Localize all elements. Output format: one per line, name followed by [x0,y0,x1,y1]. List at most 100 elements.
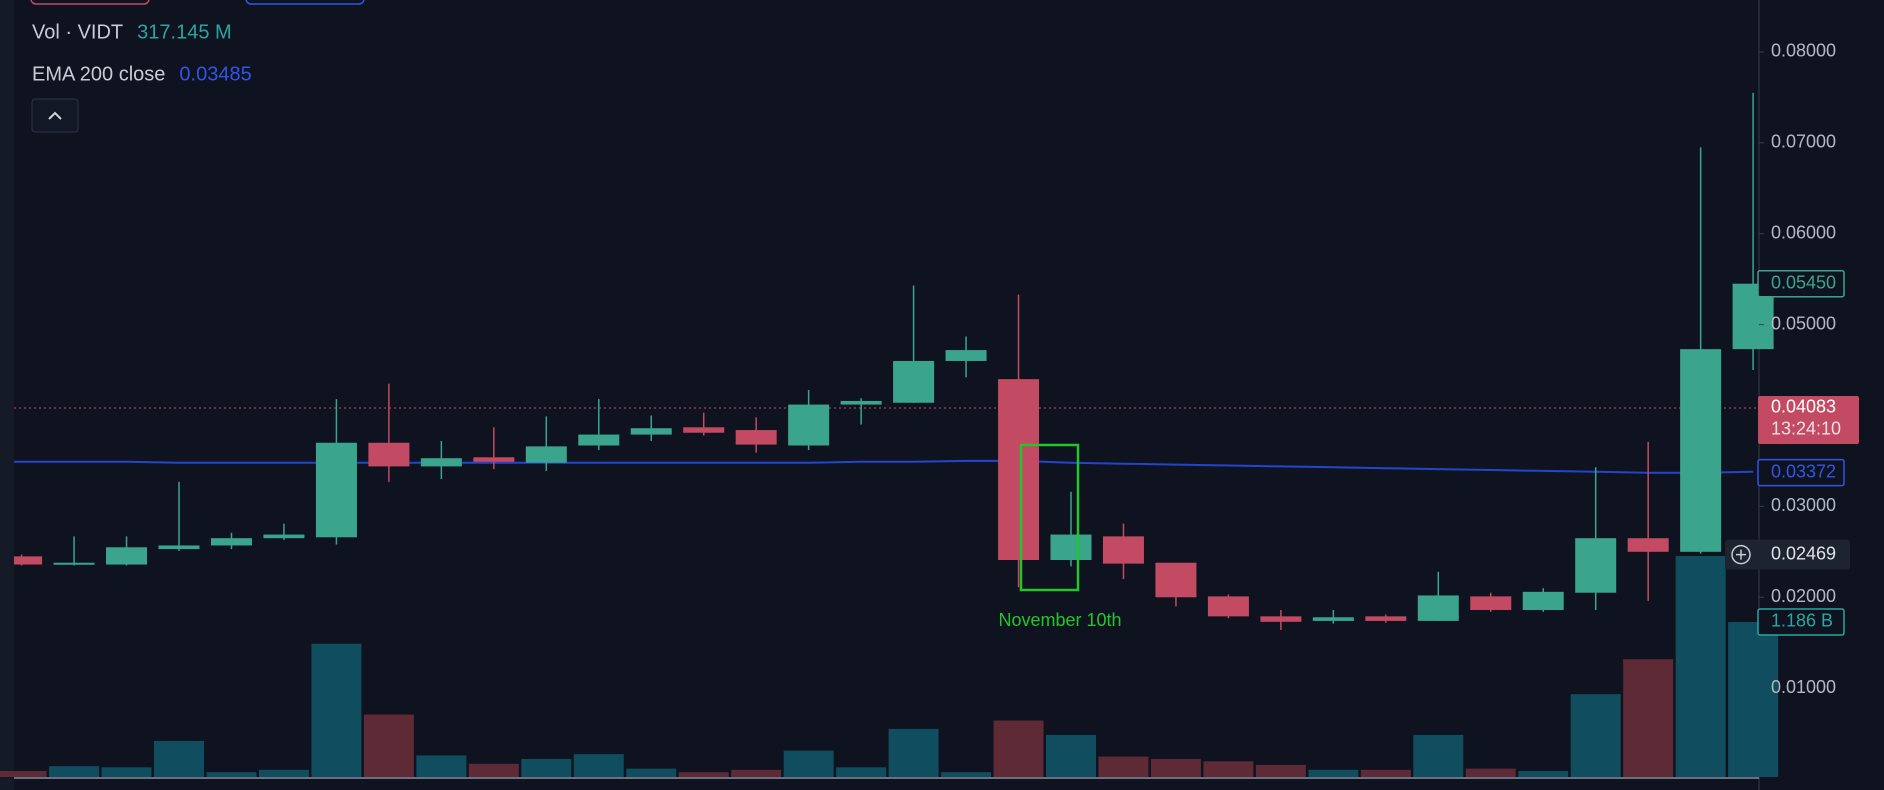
candle-body [210,538,252,546]
volume-bar [573,754,624,777]
price-tag [1757,458,1845,487]
volume-bar [468,763,519,777]
volume-bar [783,750,834,777]
y-tick-label: 0.06000 [1771,222,1836,242]
candle-body [1417,595,1459,621]
y-tick-label: 0.05000 [1771,313,1836,333]
volume-bar [1465,768,1516,777]
volume-bar [1518,770,1569,777]
candle-body [945,350,987,361]
volume-bar [1098,756,1149,777]
volume-bar [678,772,729,777]
volume-bar [1570,694,1621,777]
candle-body [53,562,95,565]
candle-body [315,442,357,538]
volume-bar [1255,764,1306,777]
plot [0,92,1779,777]
annotation-box [1019,443,1080,592]
candle-body [1155,562,1197,598]
candle-body [1050,534,1092,561]
volume-bar [626,768,677,777]
volume-bar [0,770,47,777]
candle-body [525,446,567,463]
volume-bar [101,767,152,777]
legend-value: 317.145 M [137,21,232,43]
add-icon-cross [1736,549,1746,560]
volume-bar [363,714,414,777]
y-tick-label: 0.08000 [1771,41,1836,61]
candle-body [106,547,148,565]
candle-body [998,379,1040,561]
candle-body [1102,536,1144,564]
price-tag-label: 0.02469 [1771,543,1836,563]
left-edge [0,0,14,790]
price-tag-label: 0.03372 [1771,461,1836,481]
countdown-label: 13:24:10 [1771,419,1841,439]
candle-body [158,545,200,550]
volume-bar [1308,769,1359,777]
legend-name: EMA 200 close [32,63,165,85]
price-tag [1757,269,1845,298]
candle-body [1365,616,1407,621]
y-tick-label: 0.07000 [1771,132,1836,152]
y-tick-label: 0.03000 [1771,495,1836,515]
candle-body [578,434,620,446]
volume-tag [1757,608,1845,636]
candle-body [683,427,725,433]
volume-bar [258,769,309,777]
candle-body [1207,596,1249,617]
candle-body [473,457,515,462]
volume-bar [836,767,887,777]
candle-body [1312,617,1354,621]
volume-bar [888,728,939,777]
legend: Vol · VIDT 317.145 M EMA 200 close 0.03485 [32,21,252,85]
candle-body [630,428,672,435]
volume-bar [1623,659,1674,777]
candle-body [1522,591,1564,610]
volume-bar [1675,556,1726,777]
volume-bar [1360,769,1411,777]
candle-body [893,360,935,403]
legend-name: Vol · VIDT [32,21,123,43]
top-button[interactable] [30,0,150,5]
candle-body [420,458,462,467]
collapse-button-frame[interactable] [31,98,79,133]
y-tick-label: 0.01000 [1771,677,1836,697]
volume-tag-label: 1.186 B [1771,611,1833,631]
volume-bar [1046,734,1096,777]
price-axis: 0.08000 0.07000 0.06000 0.05000 0.03000 0.020… [1725,41,1859,697]
volume-bar [521,758,572,777]
volume-bar [941,772,992,777]
volume-bar [1150,758,1201,777]
candle-body [1260,616,1302,622]
volume-bar [311,643,362,777]
volume-bar [416,755,467,777]
volume-bar [1728,621,1779,777]
price-tag-label: 0.04083 [1771,397,1836,417]
candle-body [840,400,882,405]
candle-body [1470,596,1512,610]
candle-body [263,534,305,539]
volume-bar [154,740,205,777]
price-tag-label: 0.05450 [1771,272,1836,292]
candle-body [735,430,777,445]
legend-value: 0.03485 [179,63,251,85]
add-icon[interactable] [1731,544,1751,565]
annotation-text: November 10th [998,610,1121,630]
volume-bar [49,766,100,777]
collapse-button[interactable] [31,98,79,133]
crosshair-tag [1725,539,1850,570]
price-tag [1758,395,1859,444]
volume-bar [993,720,1044,777]
candle-body [14,556,43,565]
candle-body [788,404,830,446]
candle-body [368,442,410,467]
top-button[interactable] [245,0,365,5]
chevron-icon [48,111,62,120]
candle-body [1575,538,1617,593]
volume-bar [1203,761,1254,777]
candle-body [1627,538,1669,552]
